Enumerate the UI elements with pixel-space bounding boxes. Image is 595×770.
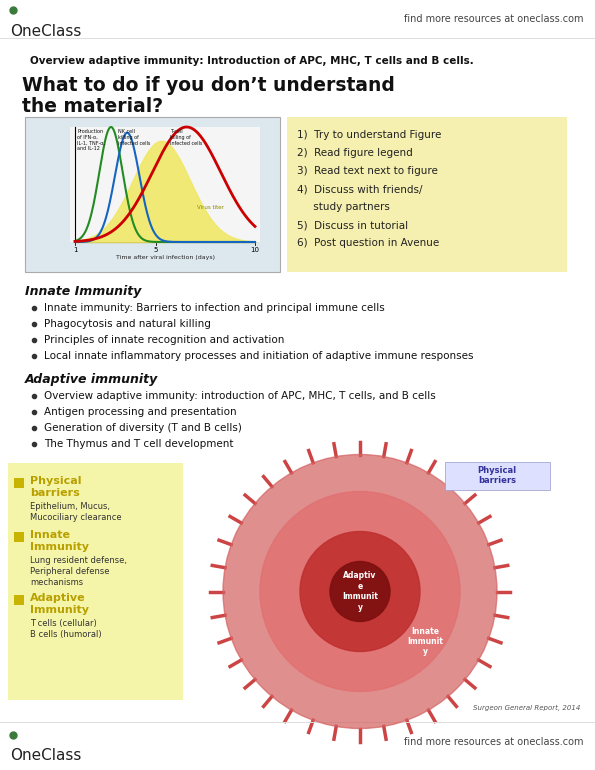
Text: Phagocytosis and natural killing: Phagocytosis and natural killing (44, 319, 211, 329)
Text: Production
of IFN-α,
IL-1, TNF-α,
and IL-12: Production of IFN-α, IL-1, TNF-α, and IL… (77, 129, 105, 152)
Bar (25, 117, 280, 272)
Circle shape (330, 561, 390, 621)
Text: Physical
barriers: Physical barriers (477, 466, 516, 485)
Text: Adaptiv
e
Immunit
y: Adaptiv e Immunit y (342, 571, 378, 611)
Bar (70, 127, 260, 242)
Text: 10: 10 (250, 247, 259, 253)
Text: OneClass: OneClass (10, 748, 82, 763)
Text: Antigen processing and presentation: Antigen processing and presentation (44, 407, 237, 417)
Text: Overview adaptive immunity: Introduction of APC, MHC, T cells and B cells.: Overview adaptive immunity: Introduction… (30, 56, 474, 66)
Text: Lung resident defense,
Peripheral defense
mechanisms: Lung resident defense, Peripheral defens… (30, 556, 127, 588)
Text: Adaptive
Immunity: Adaptive Immunity (30, 593, 89, 614)
Text: NK cell
killing of
infected cells: NK cell killing of infected cells (118, 129, 151, 146)
Text: Local innate inflammatory processes and initiation of adaptive immune responses: Local innate inflammatory processes and … (44, 351, 474, 361)
Text: What to do if you don’t understand: What to do if you don’t understand (22, 76, 395, 95)
Text: Innate Immunity: Innate Immunity (25, 285, 142, 298)
Text: T-cell
killing of
infected cells: T-cell killing of infected cells (170, 129, 203, 146)
Circle shape (260, 491, 460, 691)
Text: Principles of innate recognition and activation: Principles of innate recognition and act… (44, 335, 284, 345)
Bar (445, 461, 550, 490)
Text: 5)  Discuss in tutorial: 5) Discuss in tutorial (297, 220, 408, 230)
Text: Innate
Immunity: Innate Immunity (30, 530, 89, 551)
Text: 4)  Discuss with friends/: 4) Discuss with friends/ (297, 184, 422, 194)
Bar (287, 117, 567, 272)
Text: find more resources at oneclass.com: find more resources at oneclass.com (403, 14, 583, 24)
Text: find more resources at oneclass.com: find more resources at oneclass.com (403, 737, 583, 747)
Text: the material?: the material? (22, 97, 163, 116)
Text: T cells (cellular)
B cells (humoral): T cells (cellular) B cells (humoral) (30, 619, 102, 639)
Text: 2)  Read figure legend: 2) Read figure legend (297, 148, 413, 158)
Bar (14, 595, 24, 605)
Bar (8, 463, 183, 700)
Text: The Thymus and T cell development: The Thymus and T cell development (44, 439, 233, 449)
Text: 3)  Read text next to figure: 3) Read text next to figure (297, 166, 438, 176)
Text: Generation of diversity (T and B cells): Generation of diversity (T and B cells) (44, 423, 242, 433)
Text: Innate immunity: Barriers to infection and principal immune cells: Innate immunity: Barriers to infection a… (44, 303, 385, 313)
Bar (14, 478, 24, 488)
Text: Innate
Immunit
y: Innate Immunit y (407, 627, 443, 656)
Bar (14, 532, 24, 542)
Circle shape (300, 531, 420, 651)
Text: 1: 1 (73, 247, 77, 253)
Text: Epithelium, Mucus,
Mucociliary clearance: Epithelium, Mucus, Mucociliary clearance (30, 502, 121, 522)
Text: Virus titer: Virus titer (198, 205, 224, 209)
Text: study partners: study partners (297, 202, 390, 212)
Text: Adaptive immunity: Adaptive immunity (25, 373, 158, 386)
Text: Time after viral infection (days): Time after viral infection (days) (115, 255, 215, 260)
Text: 5: 5 (154, 247, 158, 253)
Text: Physical
barriers: Physical barriers (30, 476, 82, 497)
Text: Overview adaptive immunity: introduction of APC, MHC, T cells, and B cells: Overview adaptive immunity: introduction… (44, 391, 436, 401)
Circle shape (223, 454, 497, 728)
Text: 1)  Try to understand Figure: 1) Try to understand Figure (297, 130, 441, 140)
Text: Surgeon General Report, 2014: Surgeon General Report, 2014 (472, 705, 580, 711)
Text: OneClass: OneClass (10, 24, 82, 39)
Text: 6)  Post question in Avenue: 6) Post question in Avenue (297, 238, 439, 248)
